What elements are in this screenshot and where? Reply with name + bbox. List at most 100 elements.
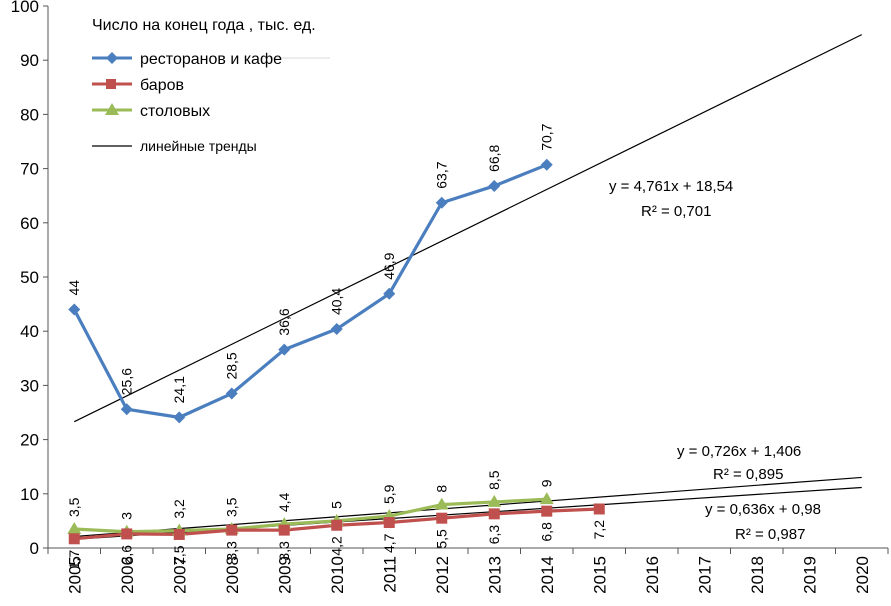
- legend-item-bars: баров: [92, 77, 184, 94]
- x-tick-label: 2011: [380, 556, 399, 593]
- data-label-canteens: 3,5: [224, 497, 240, 517]
- data-label-restaurants: 70,7: [539, 123, 555, 150]
- data-label-restaurants: 28,5: [224, 352, 240, 379]
- data-label-restaurants: 63,7: [434, 161, 450, 188]
- trend-line-canteens: [74, 476, 862, 538]
- chart-title: Число на конец года , тыс. ед.: [92, 17, 316, 34]
- x-tick-label: 2016: [643, 556, 662, 594]
- y-tick-label: 30: [20, 376, 39, 395]
- markers: [67, 158, 605, 545]
- x-tick-label: 2006: [118, 556, 137, 594]
- y-tick-label: 90: [20, 51, 39, 70]
- legend-label-canteens: столовых: [140, 103, 210, 120]
- y-tick-label: 50: [20, 268, 39, 287]
- data-label-canteens: 8,5: [486, 470, 502, 490]
- point-bars: [226, 524, 238, 536]
- data-label-canteens: 8: [434, 485, 450, 493]
- point-canteens: [434, 497, 449, 510]
- legend-item-canteens: столовых: [92, 103, 210, 120]
- point-restaurants: [383, 287, 396, 300]
- point-bars: [436, 512, 448, 524]
- data-label-restaurants: 46,9: [381, 252, 397, 279]
- point-restaurants: [120, 403, 133, 416]
- point-restaurants: [540, 158, 553, 171]
- x-tick-label: 2005: [65, 556, 84, 594]
- point-canteens: [539, 492, 554, 505]
- trend-r2-bars: R² = 0,987: [735, 526, 805, 543]
- point-bars: [541, 505, 553, 517]
- data-label-canteens: 3,2: [171, 499, 187, 519]
- trend-equation-bars: y = 0,636x + 0,98: [705, 501, 821, 518]
- point-restaurants: [68, 303, 81, 316]
- x-tick-label: 2017: [695, 556, 714, 594]
- point-bars: [68, 533, 80, 545]
- point-bars: [173, 528, 185, 540]
- legend-label-restaurants: ресторанов и кафе: [140, 51, 282, 68]
- x-tick-label: 2015: [590, 556, 609, 594]
- data-labels: 44 25,6 24,1 28,5 36,6 40,4 46,9 63,7 66,8 70,7 1,…: [66, 123, 607, 569]
- data-label-bars: 6,3: [486, 525, 502, 545]
- legend-label-trends: линейные тренды: [140, 138, 257, 154]
- data-label-bars: 3,3: [224, 541, 240, 561]
- y-tick-label: 20: [20, 431, 39, 450]
- point-restaurants: [173, 411, 186, 424]
- data-label-bars: 6,8: [539, 522, 555, 542]
- point-canteens: [487, 494, 502, 507]
- axes: 0 10 20 30 40 50 60 70 80 90 100 2005 2006 2007 2008 20…: [11, 0, 889, 594]
- y-tick-label: 0: [30, 539, 39, 558]
- y-tick-label: 70: [20, 160, 39, 179]
- series-lines: [72, 163, 600, 541]
- point-bars: [593, 503, 605, 515]
- x-tick-label: 2018: [748, 556, 767, 594]
- x-tick-label: 2014: [538, 556, 557, 594]
- trend-equation-restaurants: y = 4,761x + 18,54: [609, 178, 733, 195]
- data-label-canteens: 3: [119, 512, 135, 520]
- data-label-canteens: 9: [539, 479, 555, 487]
- trend-r2-canteens: R² = 0,895: [713, 466, 783, 483]
- data-label-restaurants: 25,6: [119, 368, 135, 395]
- x-tick-label: 2019: [800, 556, 819, 594]
- data-label-bars: 4,7: [381, 533, 397, 553]
- data-label-restaurants: 44: [66, 280, 82, 296]
- trend-r2-restaurants: R² = 0,701: [641, 203, 711, 220]
- data-label-canteens: 3,5: [66, 497, 82, 517]
- data-label-bars: 2,5: [171, 545, 187, 565]
- data-label-restaurants: 40,4: [329, 288, 345, 315]
- x-tick-label: 2009: [275, 556, 294, 594]
- point-bars: [331, 519, 343, 531]
- data-label-canteens: 5,9: [381, 484, 397, 504]
- legend-marker-triangle: [105, 103, 119, 115]
- data-label-restaurants: 66,8: [486, 144, 502, 171]
- x-tick-label: 2012: [433, 556, 452, 594]
- legend-label-bars: баров: [140, 77, 184, 94]
- legend-marker-diamond: [106, 52, 118, 64]
- point-restaurants: [488, 179, 501, 192]
- x-tick-label: 2020: [853, 556, 872, 594]
- trend-line-restaurants: [73, 34, 863, 423]
- y-tick-label: 10: [20, 485, 39, 504]
- data-label-bars: 2,6: [119, 545, 135, 565]
- data-label-canteens: 5: [329, 501, 345, 509]
- data-label-bars: 1,7: [66, 550, 82, 570]
- x-tick-label: 2010: [328, 556, 347, 594]
- y-tick-label: 40: [20, 322, 39, 341]
- point-restaurants: [278, 343, 291, 356]
- legend-item-trends: линейные тренды: [92, 138, 257, 154]
- data-label-bars: 4,2: [329, 536, 345, 556]
- data-label-bars: 3,3: [276, 541, 292, 561]
- data-label-restaurants: 24,1: [171, 376, 187, 403]
- data-label-canteens: 4,4: [276, 492, 292, 512]
- data-label-bars: 5,5: [434, 529, 450, 549]
- series-line-restaurants: [72, 163, 548, 419]
- y-tick-label: 100: [11, 0, 39, 16]
- point-bars: [383, 517, 395, 529]
- x-tick-label: 2008: [223, 556, 242, 594]
- y-tick-label: 60: [20, 214, 39, 233]
- point-restaurants: [330, 323, 343, 336]
- point-canteens: [67, 522, 82, 534]
- series-line-canteens: [74, 497, 547, 534]
- point-restaurants: [225, 387, 238, 400]
- point-bars: [488, 508, 500, 520]
- y-tick-label: 80: [20, 105, 39, 124]
